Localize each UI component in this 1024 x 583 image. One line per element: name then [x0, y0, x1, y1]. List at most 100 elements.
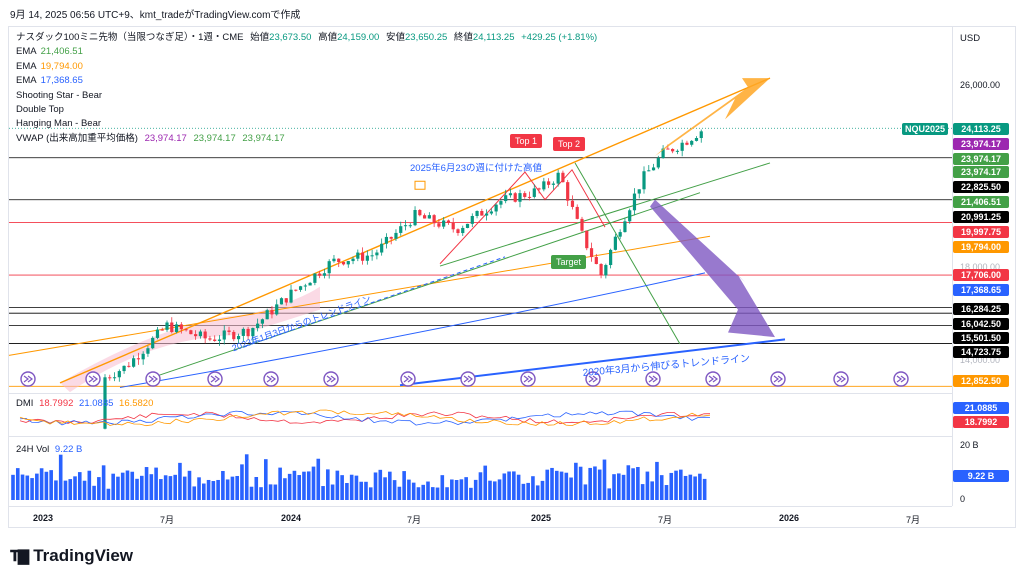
- target-tag[interactable]: Target: [551, 255, 587, 269]
- volume-bar: [20, 474, 25, 500]
- volume-bar: [702, 478, 707, 500]
- candle-body: [194, 334, 198, 337]
- volume-bar: [459, 479, 464, 500]
- volume-bar: [292, 470, 297, 500]
- volume-bar: [512, 471, 516, 500]
- dmi-value-1: 18.7992: [39, 398, 74, 409]
- high-note[interactable]: 2025年6月23の週に付けた高値: [410, 163, 542, 174]
- candle-body: [103, 377, 107, 429]
- pattern-shooting-star[interactable]: Shooting Star - Bear: [16, 89, 103, 101]
- bearish-arrow-icon: [650, 199, 775, 338]
- dmi-value-2: 21.0885: [79, 398, 114, 409]
- volume-bar: [488, 480, 492, 500]
- volume-bar: [364, 481, 368, 500]
- vwap-value-2: 23,974.17: [193, 132, 236, 144]
- volume-bar: [616, 473, 621, 500]
- volume-bar: [640, 484, 645, 500]
- open-value: 23,673.50: [269, 32, 312, 43]
- ema1-value: 21,406.51: [40, 46, 83, 58]
- currency-label[interactable]: USD: [960, 33, 981, 44]
- price-label: 22,825.50: [953, 181, 1009, 193]
- volume-bar: [106, 488, 111, 500]
- volume-bar: [197, 477, 201, 500]
- candle-body: [270, 310, 274, 315]
- bullish-arrow-icon: [655, 78, 770, 157]
- candle-body: [203, 331, 207, 339]
- volume-bar: [97, 477, 101, 500]
- candle-body: [284, 298, 288, 303]
- candle-body: [494, 204, 498, 212]
- volume-bar: [683, 475, 688, 500]
- price-label: 16,042.50: [953, 318, 1009, 330]
- candle-body: [408, 225, 412, 227]
- candle-body: [432, 215, 436, 224]
- candle-body: [647, 170, 651, 172]
- candle-body: [427, 215, 431, 219]
- volume-bar: [178, 462, 182, 500]
- volume-bar: [321, 486, 325, 500]
- candle-body: [236, 335, 241, 340]
- volume-bar: [202, 483, 206, 500]
- ema3-row[interactable]: EMA 17,368.65: [16, 74, 597, 88]
- event-marker-arrow: [23, 375, 33, 383]
- candle-body: [279, 298, 284, 305]
- vwap-row[interactable]: VWAP (出来高加重平均価格) 23,974.17 23,974.17 23,…: [16, 132, 597, 146]
- volume-bar: [192, 486, 197, 500]
- volume-bar: [63, 480, 68, 500]
- volume-bar: [569, 477, 573, 500]
- dmi-pane[interactable]: [8, 393, 952, 433]
- volume-bar: [464, 477, 468, 500]
- price-axis[interactable]: [952, 26, 1016, 506]
- volume-bar: [435, 487, 440, 500]
- ema1-row[interactable]: EMA 21,406.51: [16, 45, 597, 59]
- ema1-label: EMA: [16, 46, 37, 58]
- volume-bar: [159, 479, 163, 500]
- tradingview-logo-icon: 𝐓▇: [10, 548, 29, 565]
- y-tick: 26,000.00: [960, 80, 1001, 90]
- volume-legend[interactable]: 24H Vol 9.22 B: [16, 444, 82, 455]
- volume-bar: [531, 476, 535, 500]
- vwap-label: VWAP (出来高加重平均価格): [16, 132, 138, 144]
- pattern-double-top[interactable]: Double Top: [16, 104, 64, 116]
- ema2-row[interactable]: EMA 19,794.00: [16, 60, 597, 74]
- candle-body: [523, 193, 527, 197]
- volume-bar: [30, 478, 34, 500]
- candle-body: [465, 223, 470, 228]
- candle-body: [208, 338, 212, 340]
- volume-bar: [402, 471, 406, 500]
- candle-body: [599, 264, 603, 276]
- volume-bar: [679, 469, 683, 500]
- pattern-hanging-man[interactable]: Hanging Man - Bear: [16, 118, 102, 130]
- tradingview-logo[interactable]: 𝐓▇ TradingView: [10, 546, 133, 566]
- volume-bar: [49, 470, 53, 500]
- candle-body: [609, 249, 613, 266]
- volume-bar: [554, 470, 559, 500]
- volume-bar: [497, 479, 502, 500]
- event-marker-arrow: [403, 375, 413, 383]
- candle-body: [365, 255, 369, 261]
- candle-body: [422, 215, 427, 219]
- volume-value: 9.22 B: [54, 444, 83, 455]
- chart-caption: 9月 14, 2025 06:56 UTC+9、kmt_tradeがTradin…: [10, 10, 301, 21]
- top2-tag[interactable]: Top 2: [553, 137, 586, 151]
- time-axis[interactable]: [8, 506, 952, 528]
- candle-body: [260, 319, 265, 324]
- symbol-name[interactable]: ナスダック100ミニ先物（当限つなぎ足）・1週・CME: [16, 32, 244, 43]
- candle-body: [594, 257, 598, 265]
- volume-bar: [316, 458, 321, 500]
- candle-body: [151, 337, 155, 349]
- dmi-legend[interactable]: DMI 18.7992 21.0885 16.5820: [16, 398, 153, 409]
- volume-bar: [378, 469, 383, 500]
- candle-body: [127, 365, 131, 367]
- candle-body: [332, 258, 336, 262]
- candle-body: [694, 138, 699, 141]
- candle-body: [556, 172, 560, 184]
- top1-tag[interactable]: Top 1: [510, 134, 543, 148]
- volume-pane[interactable]: [8, 436, 952, 506]
- candle-body: [399, 226, 403, 233]
- candle-body: [518, 193, 522, 202]
- volume-bar: [44, 471, 49, 500]
- volume-bar: [483, 465, 488, 500]
- volume-bar: [655, 461, 659, 500]
- candle-body: [508, 193, 513, 196]
